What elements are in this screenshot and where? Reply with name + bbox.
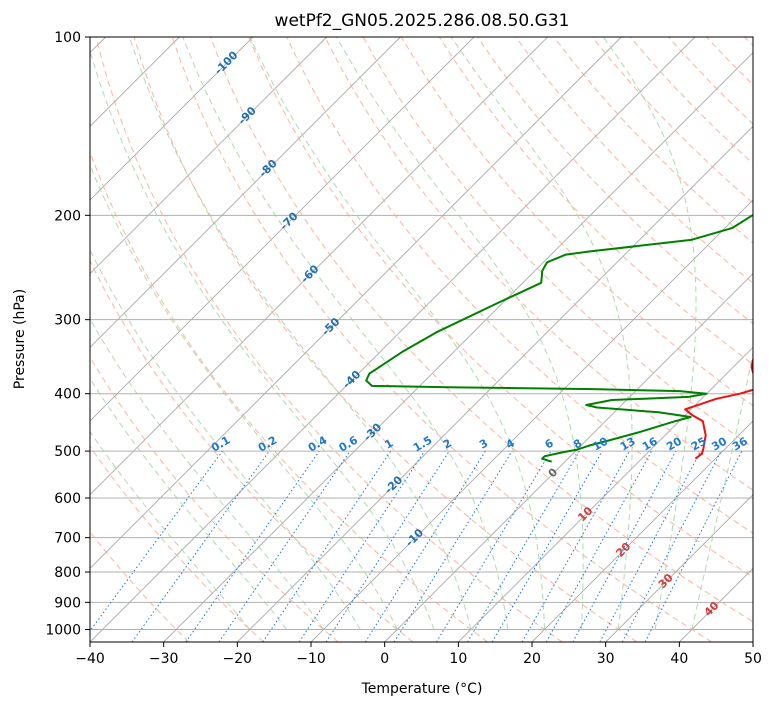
x-tick-label: 30 [597,651,615,667]
mixing-ratio-line [467,450,580,642]
dry-adiabat-line [90,259,414,642]
moist-adiabat-line [129,37,472,630]
mixing-ratio-line [364,450,486,642]
isotherm-line [90,37,475,422]
isotherm-line [531,420,753,642]
mixing-ratio-line [393,450,513,642]
moist-adiabat-line [90,49,435,630]
dry-adiabat-line [90,445,264,642]
x-tick-label: 20 [523,651,541,667]
isotherm-line [384,273,753,642]
isotherm-line [90,37,327,275]
moist-adiabat-line [249,37,546,630]
isotherm-line [458,346,753,642]
mixing-ratio-line [521,450,630,642]
x-axis-label: Temperature (°C) [361,681,483,697]
x-tick-label: 0 [380,651,389,667]
plot-area [90,37,753,642]
moist-adiabat-line [602,37,697,630]
isotherm-line [90,37,401,348]
x-tick-label: −30 [149,651,179,667]
mixing-ratio-line [545,450,653,642]
y-tick-label: 100 [54,30,81,46]
dry-adiabat-line [209,37,753,623]
moist-adiabat-line [335,37,584,630]
isotherm-line [237,125,753,642]
moist-adiabat-line [90,248,361,630]
y-tick-label: 1000 [45,622,81,638]
y-tick-label: 800 [54,565,81,581]
mixing-ratio-line [218,450,351,642]
isotherm-line [752,641,753,642]
y-tick-label: 700 [54,531,81,547]
x-tick-label: −10 [296,651,326,667]
mixing-ratio-line [572,450,677,642]
background-lines [90,37,753,642]
dewpoint-profile-line [365,213,753,463]
profile-lines [365,213,753,463]
plot-frame [89,36,754,643]
isotherm-line [605,494,753,642]
isotherm-line [90,37,548,496]
isotherm-line [90,37,622,569]
moist-adiabat-line [450,37,633,630]
dry-adiabat-line [515,37,753,284]
dry-adiabat-line [133,37,638,642]
dry-adiabat-line [248,37,753,578]
dry-adiabat-line [324,37,753,491]
dry-adiabat-line [286,37,753,534]
moist-adiabat-line [691,350,753,630]
x-tick-label: 40 [670,651,688,667]
y-tick-label: 300 [54,313,81,329]
y-tick-label: 400 [54,387,81,403]
mixing-ratio-line [435,450,552,642]
mixing-ratio-line [491,450,603,642]
x-tick-label: −20 [223,651,253,667]
x-tick-label: 50 [744,651,762,667]
y-axis-label: Pressure (hPa) [12,289,28,389]
chart-title: wetPf2_GN05.2025.286.08.50.G31 [275,11,570,31]
axes: −40 −30 −20 −10 0 10 20 30 40 50 100 200 300 400 500 60… [45,30,762,667]
temperature-profile-line [684,356,753,460]
moist-adiabat-line [182,37,509,630]
isotherm-line [163,52,753,642]
mixing-ratio-line [185,450,320,642]
y-tick-label: 600 [54,491,81,507]
x-tick-label: 10 [449,651,467,667]
moist-adiabat-line [90,317,324,630]
moist-adiabat-line [90,377,288,630]
y-tick-label: 500 [54,444,81,460]
y-tick-label: 900 [54,595,81,611]
dry-adiabat-line [90,356,339,642]
isotherm-line [90,37,254,201]
dry-adiabat-line [95,37,563,642]
moist-adiabat-line [90,430,251,630]
plot-background [90,37,753,642]
x-tick-label: −40 [75,651,105,667]
y-tick-label: 200 [54,208,81,224]
mixing-ratio-line [325,450,450,642]
isotherm-line [90,37,696,642]
dry-adiabat-line [171,37,712,642]
